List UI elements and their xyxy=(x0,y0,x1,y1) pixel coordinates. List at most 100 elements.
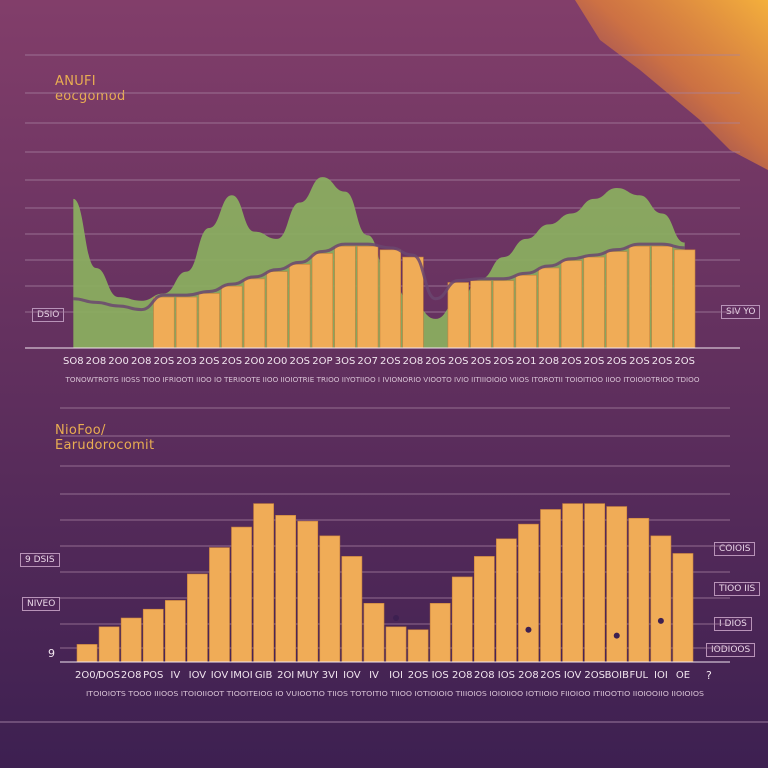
data-point xyxy=(393,615,400,621)
bar xyxy=(275,515,297,663)
data-point xyxy=(613,632,620,639)
x-tick-label: MUY xyxy=(297,670,320,681)
x-tick-label: IV xyxy=(369,670,379,681)
bar xyxy=(98,626,120,663)
bar xyxy=(231,526,252,663)
bar xyxy=(650,535,672,663)
bar xyxy=(584,503,606,663)
x-tick-label: 2OS xyxy=(380,356,401,367)
x-tick-label: SO8 xyxy=(63,356,84,367)
bar xyxy=(628,245,651,349)
x-tick-label: 2OS xyxy=(199,356,220,367)
bar xyxy=(266,271,288,349)
x-tick-label: 2O0/ xyxy=(75,670,100,681)
chart1-title-line1: ANUFI xyxy=(55,74,96,89)
x-tick-label: 2OI xyxy=(277,670,294,681)
chart1: SO8 2O8 2O0 2O8 2OS 2O3 2OS 2OS 2O0 2O0 2OS 2OP 3OS 2… xyxy=(25,54,740,384)
bar xyxy=(311,253,334,349)
bar xyxy=(357,245,379,349)
x-tick-label: 2O8 xyxy=(121,670,142,681)
bar xyxy=(540,509,561,663)
footnote: ITOIOIOTS TOOO IIIOOS ITOIOIIOOT TIOOITE… xyxy=(86,690,705,698)
x-tick-label: 2OS xyxy=(540,670,561,681)
x-tick-label: 2O8 xyxy=(452,670,473,681)
bar xyxy=(76,644,98,663)
bar xyxy=(221,285,243,349)
bar xyxy=(606,506,628,663)
x-tick-label: 2O0 xyxy=(267,356,288,367)
chart2-y-tag-right-4: IODIOOS xyxy=(706,643,756,657)
chart2-title-line2: Earudorocomit xyxy=(55,438,155,453)
bar xyxy=(209,547,230,663)
x-tick-label: 2OS xyxy=(629,356,650,367)
bar xyxy=(583,256,605,349)
footnote: TONOWTROTG IIOSS TIOO IFRIOOTI IIOO IO T… xyxy=(64,376,700,384)
bar xyxy=(447,282,469,349)
x-tick-label: 2OS xyxy=(584,356,605,367)
x-tick-label: GIB xyxy=(255,670,273,681)
x-tick-label: IOS xyxy=(432,670,449,681)
bar xyxy=(243,278,266,349)
chart2-title: NioFoo/ Earudorocomit xyxy=(55,423,154,453)
x-tick-label: 2O8 xyxy=(518,670,539,681)
bar xyxy=(606,251,628,349)
x-tick-label: IOV xyxy=(189,670,207,681)
bar xyxy=(429,603,451,663)
bar xyxy=(651,245,673,349)
bar xyxy=(175,296,198,349)
bar xyxy=(674,249,696,349)
x-tick-label: 2OS xyxy=(408,670,429,681)
x-tick-label: IOI xyxy=(389,670,403,681)
bar xyxy=(470,280,492,349)
data-point xyxy=(525,626,532,633)
bar xyxy=(492,280,515,349)
x-tick-label: BOIB xyxy=(605,670,630,681)
bar xyxy=(341,556,363,663)
data-point xyxy=(657,617,664,624)
x-tick-label: 2OS xyxy=(448,356,469,367)
bar xyxy=(473,556,495,663)
bar xyxy=(164,600,186,663)
chart2-y-tag-right-2: TIOO IIS xyxy=(714,582,761,596)
bar xyxy=(538,267,560,349)
x-tick-label: 2O8 xyxy=(86,356,107,367)
bar xyxy=(407,629,429,663)
x-tick-label: 2O1 xyxy=(516,356,537,367)
bar xyxy=(385,626,407,663)
bar xyxy=(198,293,220,349)
x-tick-label: IOV xyxy=(211,670,229,681)
chart2-y-axis-start-right: ? xyxy=(706,669,713,682)
x-tick-label: 2OS xyxy=(154,356,175,367)
bar xyxy=(289,264,311,349)
x-tick-label: 2OP xyxy=(312,356,332,367)
x-tick-label: 2OS xyxy=(584,670,605,681)
x-tick-label: 2OS xyxy=(674,356,695,367)
x-tick-label: IMOI xyxy=(230,670,252,681)
x-tick-label: 2OS xyxy=(289,356,310,367)
x-tick-label: 2O0 xyxy=(244,356,265,367)
x-tick-label: 2O0 xyxy=(108,356,129,367)
x-tick-label: 2O8 xyxy=(474,670,495,681)
x-tick-label: 2O8 xyxy=(131,356,152,367)
bar xyxy=(379,249,401,349)
chart2-y-tag-left-1: 9 DSIS xyxy=(20,553,60,567)
bar xyxy=(319,535,341,663)
x-tick-label: IOV xyxy=(564,670,582,681)
x-tick-label: 2OS xyxy=(425,356,446,367)
x-tick-label: 2OS xyxy=(606,356,627,367)
x-tick-label: 2O3 xyxy=(176,356,197,367)
x-tick-label: 2O8 xyxy=(539,356,560,367)
x-tick-label: 3VI xyxy=(322,670,338,681)
bar xyxy=(153,296,175,349)
line-series xyxy=(73,242,685,312)
bar xyxy=(142,608,164,663)
bar xyxy=(187,573,208,663)
chart2-y-tag-left-2: NIVEO xyxy=(22,597,61,611)
x-tick-label: 2O7 xyxy=(357,356,378,367)
x-tick-label: 2OS xyxy=(561,356,582,367)
x-tick-label: 2OS xyxy=(222,356,243,367)
bar xyxy=(334,245,356,349)
bar xyxy=(628,517,650,663)
x-tick-label: 2O8 xyxy=(403,356,424,367)
x-tick-label: 2OS xyxy=(493,356,514,367)
